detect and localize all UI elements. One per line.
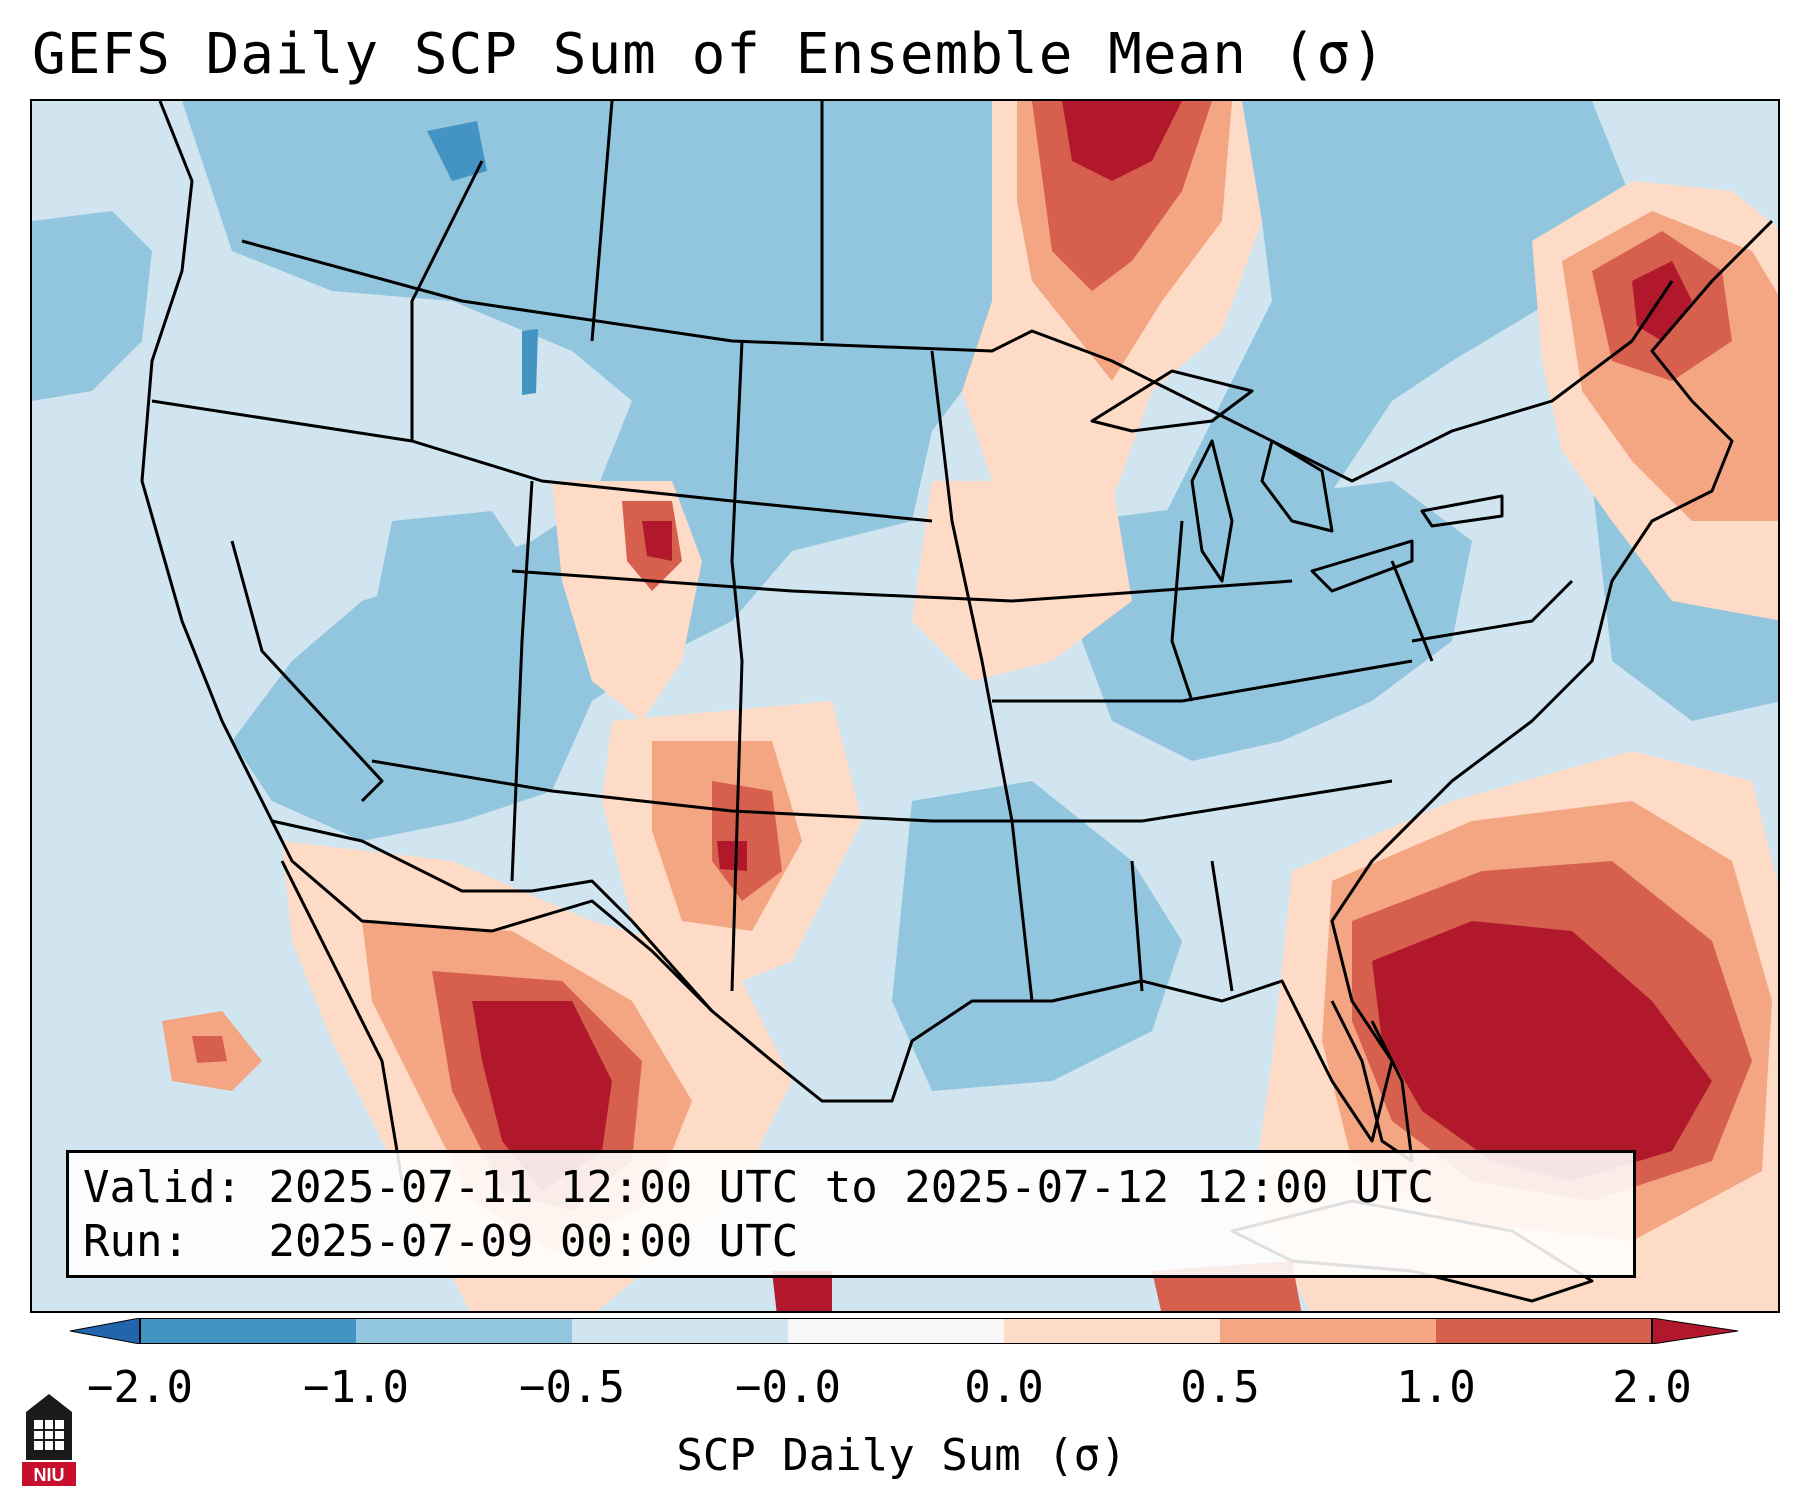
state-line-11 — [1210, 860, 1234, 992]
colorbar-bin-3 — [572, 1318, 788, 1344]
run-label: Run: — [83, 1216, 189, 1267]
lake-superior — [1090, 369, 1254, 433]
great-lake-ontario — [1420, 494, 1504, 528]
colorbar-extend-high — [1651, 1318, 1738, 1344]
northwest-negative-region — [182, 101, 992, 841]
colorbar-outline — [139, 1318, 1653, 1344]
great-lakes-positive-max — [1062, 101, 1182, 181]
state-line-3 — [371, 759, 1393, 823]
colorbar-bin-1 — [140, 1318, 356, 1344]
state-line-13 — [1411, 579, 1574, 643]
tick-label: 2.0 — [1612, 1362, 1692, 1413]
validity-info-box: Valid: 2025-07-11 12:00 UTC to 2025-07-1… — [66, 1150, 1636, 1278]
midwest-negative-region — [1082, 481, 1472, 761]
colorbar-bin-5 — [1004, 1318, 1220, 1344]
west-negative-patch — [372, 511, 532, 681]
strong-negative-cell-2 — [522, 329, 538, 395]
rockies-positive-max — [642, 521, 672, 561]
great-lake-huron — [1260, 439, 1334, 533]
tick-label: 0.0 — [964, 1362, 1044, 1413]
us-outline — [140, 101, 1774, 1143]
baja-outline — [280, 860, 404, 1182]
tick-label: −1.0 — [303, 1362, 409, 1413]
valid-time-range: 2025-07-11 12:00 UTC to 2025-07-12 12:00… — [268, 1162, 1435, 1213]
state-line-5 — [510, 480, 534, 882]
great-lake-michigan — [1190, 439, 1234, 583]
chart-title: GEFS Daily SCP Sum of Ensemble Mean (σ) — [32, 22, 1386, 87]
state-line-6 — [730, 340, 744, 992]
southeast-atlantic-positive-max — [1372, 921, 1712, 1181]
midwest-positive-weak — [912, 481, 1132, 681]
valid-label: Valid: — [83, 1162, 242, 1213]
tick-label: −0.0 — [735, 1362, 841, 1413]
colorbar-bin-7 — [1436, 1318, 1652, 1344]
northwest-coast-negative — [32, 211, 152, 401]
mexico-border — [271, 819, 714, 1012]
state-line-1 — [151, 399, 933, 523]
state-line-12 — [1390, 560, 1434, 662]
colorbar-ticks: −2.0 −1.0 −0.5 −0.0 0.0 0.5 1.0 2.0 — [0, 1362, 1803, 1422]
state-line-2 — [230, 540, 384, 803]
tick-label: 0.5 — [1180, 1362, 1260, 1413]
state-line-14 — [1170, 520, 1194, 702]
great-lake-erie — [1310, 539, 1414, 593]
colorbar-bin-4 — [788, 1318, 1004, 1344]
mexico-positive-max — [472, 1001, 612, 1191]
colorbar-extend-low — [70, 1318, 141, 1344]
tick-label: −2.0 — [87, 1362, 193, 1413]
state-line-4 — [511, 569, 1293, 603]
state-line-10 — [1130, 860, 1144, 992]
logo-text: NIU — [34, 1465, 65, 1485]
map-panel[interactable] — [30, 99, 1780, 1313]
colorbar-bin-6 — [1220, 1318, 1436, 1344]
tick-label: −0.5 — [519, 1362, 625, 1413]
niu-tower-icon: NIU — [22, 1394, 76, 1486]
southern-plains-positive-max — [717, 841, 747, 871]
state-line-9 — [992, 659, 1413, 703]
colorbar — [70, 1318, 1738, 1344]
canada-border — [241, 239, 1674, 483]
state-line-7 — [930, 350, 1034, 1002]
run-time: 2025-07-09 00:00 UTC — [268, 1216, 799, 1267]
state-line-8 — [410, 160, 484, 441]
pacific-positive-patch-max — [192, 1036, 227, 1063]
northeast-negative-region — [1152, 101, 1632, 571]
gulf-negative-region — [892, 781, 1182, 1091]
tick-label: 1.0 — [1396, 1362, 1476, 1413]
colorbar-label: SCP Daily Sum (σ) — [676, 1430, 1127, 1481]
colorbar-bin-2 — [356, 1318, 572, 1344]
state-line-15 — [590, 101, 614, 342]
scp-field-map — [32, 101, 1778, 1311]
strong-negative-cell-1 — [427, 121, 487, 181]
bottom-center-positive-max — [772, 1271, 832, 1311]
